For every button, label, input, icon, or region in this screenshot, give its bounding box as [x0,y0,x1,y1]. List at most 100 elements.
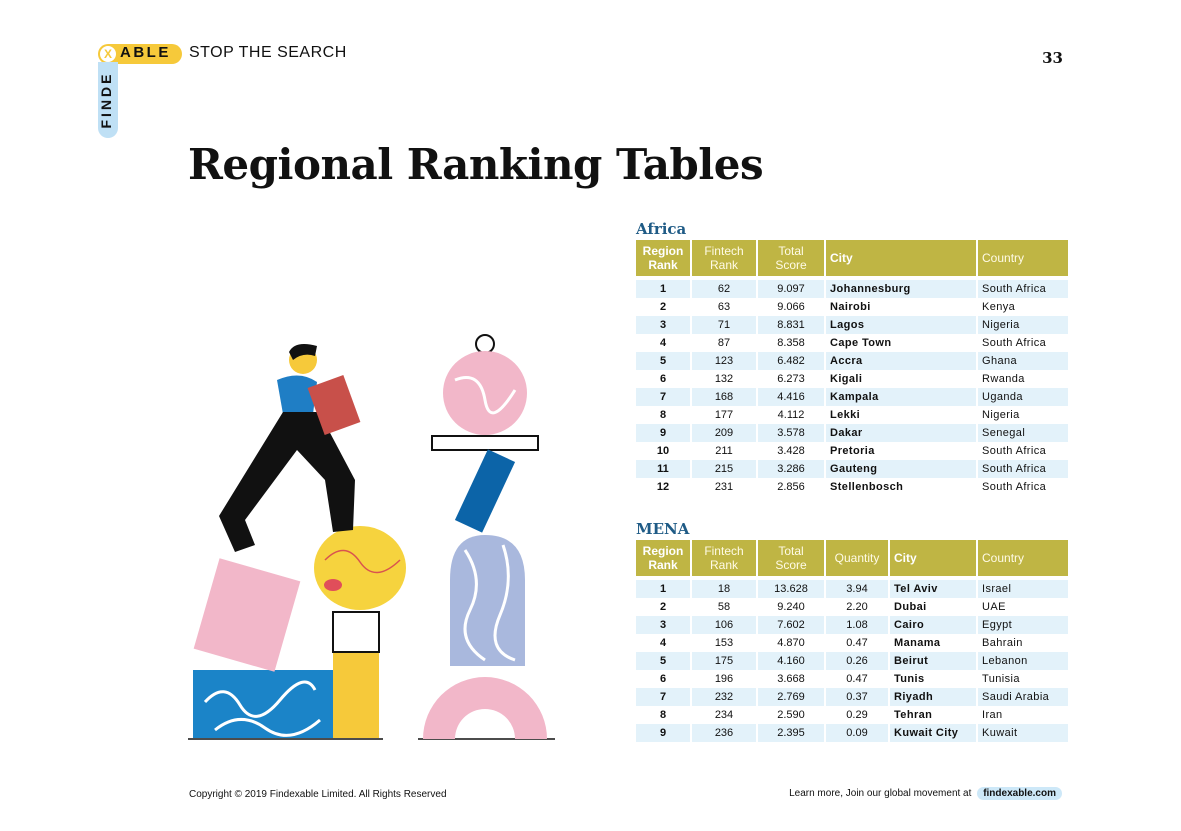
footer-cta: Learn more, Join our global movement at … [789,787,1062,800]
table-row: 2 63 9.066 Nairobi Kenya [636,298,1068,316]
blue-bar-shape [454,449,516,533]
table-cell: 106 [692,616,756,634]
mena-table-body: 1 18 13.628 3.94 Tel Aviv Israel 2 58 9.240 2.20 D… [636,576,1068,742]
blue-block-wave-2 [214,718,321,737]
copyright-text: Copyright © 2019 Findexable Limited. All… [189,789,447,800]
table-cell: Egypt [978,616,1068,634]
yellow-blob-lines [324,549,401,574]
pink-globe-shape [443,351,527,435]
mena-header-quantity: Quantity [826,540,888,576]
table-row: 5 123 6.482 Accra Ghana [636,352,1068,370]
table-cell: South Africa [982,444,1047,457]
table-cell: 168 [692,388,756,406]
table-cell: Cairo [890,616,976,634]
page-number: 33 [1042,49,1063,67]
table-cell: Nigeria [978,316,1068,334]
table-cell: 4.416 [758,388,824,406]
yellow-blob-spot [324,579,342,591]
table-cell: 9 [636,724,690,742]
table-cell: Tunis [894,672,925,685]
table-cell: 10 [656,444,670,457]
table-cell: 8 [659,408,667,421]
table-cell: 0.09 [826,724,888,742]
table-cell: 234 [714,708,734,721]
table-cell: Rwanda [982,372,1025,385]
table-cell: 8 [659,708,667,721]
table-row: 12 231 2.856 Stellenbosch South Africa [636,478,1068,496]
table-cell: Tel Aviv [890,580,976,598]
table-row: 1 62 9.097 Johannesburg South Africa [636,280,1068,298]
table-cell: 9.240 [777,600,805,613]
table-row: 5 175 4.160 0.26 Beirut Lebanon [636,652,1068,670]
table-row: 6 132 6.273 Kigali Rwanda [636,370,1068,388]
table-cell: 2.395 [758,724,824,742]
table-cell: Kuwait City [890,724,976,742]
table-cell: Lebanon [978,652,1068,670]
table-row: 8 234 2.590 0.29 Tehran Iran [636,706,1068,724]
table-cell: 3 [636,616,690,634]
mena-header-region-rank: Region Rank [636,540,690,576]
mena-header-fintech-rank: Fintech Rank [692,540,756,576]
logo-side-bar: FINDE [98,62,118,138]
table-row: 4 87 8.358 Cape Town South Africa [636,334,1068,352]
table-cell: 2.590 [777,708,805,721]
mena-table: Region Rank Fintech Rank Total Score Qua… [634,540,1070,742]
lavender-arch-shape [450,535,525,666]
logo-finde-text: FINDE [98,71,114,129]
table-cell: 6 [659,372,667,385]
person-legs [219,412,355,552]
table-cell: 1.08 [826,616,888,634]
table-cell: Beirut [890,652,976,670]
table-row: 3 71 8.831 Lagos Nigeria [636,316,1068,334]
lavender-arch-lines [463,549,486,662]
yellow-blob-shape [314,526,406,610]
table-cell: 3.578 [758,424,824,442]
table-cell: 123 [692,352,756,370]
table-cell: 153 [714,636,734,649]
table-cell: 132 [714,372,734,385]
table-row: 9 236 2.395 0.09 Kuwait City Kuwait [636,724,1068,742]
africa-header-fintech-rank: Fintech Rank [692,240,756,276]
mena-title: MENA [636,520,690,538]
table-cell: Bahrain [982,636,1023,649]
small-circle-shape [475,334,495,354]
table-cell: 209 [692,424,756,442]
pink-half-ring-shape [423,677,547,739]
mena-header-country: Country [978,540,1068,576]
table-cell: 231 [714,480,734,493]
table-cell: Israel [978,580,1068,598]
table-cell: Ghana [978,352,1068,370]
table-cell: 18 [692,580,756,598]
table-cell: 3.668 [777,672,805,685]
table-cell: Nairobi [830,300,871,313]
table-cell: 3.428 [777,444,805,457]
table-cell: Accra [826,352,976,370]
table-cell: 5 [636,652,690,670]
table-cell: 2.856 [777,480,805,493]
pink-globe-lines [454,376,517,415]
table-cell: Riyadh [890,688,976,706]
table-cell: 6.273 [777,372,805,385]
table-cell: Tehran [894,708,933,721]
logo-able-text: ABLE [120,44,171,61]
table-row: 7 232 2.769 0.37 Riyadh Saudi Arabia [636,688,1068,706]
mena-header-city: City [890,540,976,576]
table-cell: 2 [659,600,667,613]
table-cell: Stellenbosch [830,480,904,493]
table-cell: Johannesburg [826,280,976,298]
table-cell: 232 [692,688,756,706]
table-cell: South Africa [982,480,1047,493]
table-cell: Kigali [830,372,863,385]
table-cell: 63 [717,300,731,313]
table-cell: 58 [717,600,731,613]
table-cell: Saudi Arabia [978,688,1068,706]
africa-header-total-score: Total Score [758,240,824,276]
findexable-link[interactable]: findexable.com [977,787,1062,800]
blue-block-wave [203,680,317,718]
logo-x-mark: X [100,46,116,62]
table-cell: 4.870 [777,636,805,649]
table-row: 1 18 13.628 3.94 Tel Aviv Israel [636,580,1068,598]
table-cell: 3 [636,316,690,334]
pink-square-shape [193,558,301,672]
table-cell: Kampala [826,388,976,406]
